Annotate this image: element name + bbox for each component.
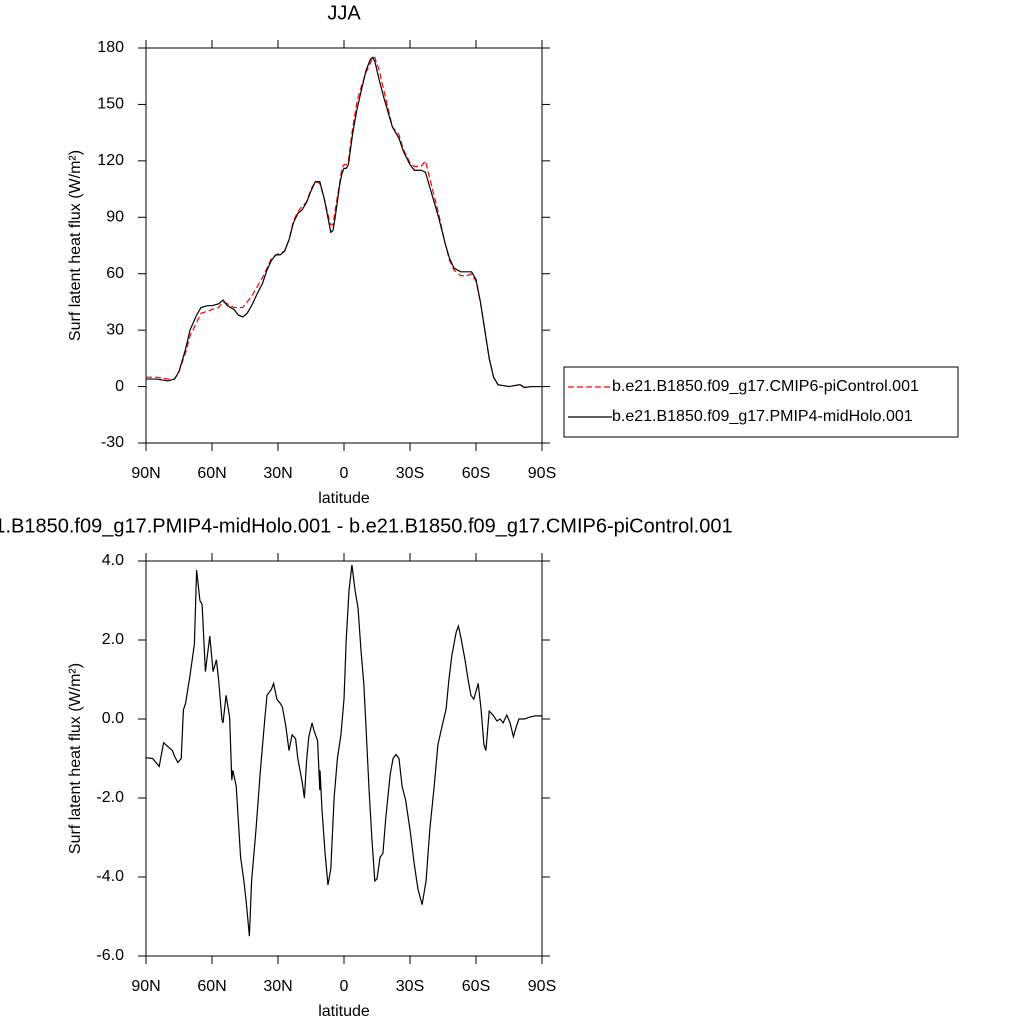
x-tick-label: 60S	[462, 978, 490, 995]
y-axis-label: Surf latent heat flux (W/m²)	[67, 663, 84, 854]
y-tick-label: -30	[101, 434, 124, 451]
y-tick-label: 60	[106, 265, 124, 282]
x-tick-label: 30S	[396, 465, 424, 482]
x-tick-label: 0	[340, 465, 349, 482]
y-tick-label: 30	[106, 321, 124, 338]
x-tick-label: 60N	[197, 465, 226, 482]
x-tick-label: 30N	[263, 978, 292, 995]
y-tick-label: -6.0	[96, 947, 124, 964]
y-axis-label: Surf latent heat flux (W/m²)	[67, 150, 84, 341]
y-tick-label: -2.0	[96, 789, 124, 806]
y-tick-label: 4.0	[102, 552, 124, 569]
y-tick-label: 150	[97, 96, 124, 113]
legend-label: b.e21.B1850.f09_g17.PMIP4-midHolo.001	[612, 408, 913, 425]
y-tick-label: 2.0	[102, 631, 124, 648]
chart-title: JJA	[327, 2, 361, 24]
x-axis-label: latitude	[318, 490, 370, 507]
x-tick-label: 0	[340, 978, 349, 995]
x-tick-label: 60N	[197, 978, 226, 995]
x-tick-label: 30N	[263, 465, 292, 482]
y-tick-label: -4.0	[96, 868, 124, 885]
chart-title: b.e21.B1850.f09_g17.PMIP4-midHolo.001 - …	[0, 515, 733, 537]
plot-frame	[145, 47, 543, 444]
legend-box	[563, 366, 959, 438]
y-tick-label: 0	[115, 378, 124, 395]
data-line	[145, 564, 542, 937]
x-tick-label: 90N	[131, 978, 160, 995]
x-tick-label: 60S	[462, 465, 490, 482]
x-tick-label: 30S	[396, 978, 424, 995]
x-tick-label: 90N	[131, 465, 160, 482]
x-axis-label: latitude	[318, 1003, 370, 1020]
y-tick-label: 180	[97, 39, 124, 56]
y-tick-label: 120	[97, 152, 124, 169]
legend-label: b.e21.B1850.f09_g17.CMIP6-piControl.001	[612, 378, 919, 395]
data-line	[146, 56, 542, 389]
x-tick-label: 90S	[528, 978, 556, 995]
plot-frame	[145, 560, 543, 957]
y-tick-label: 0.0	[102, 710, 124, 727]
data-line	[146, 56, 542, 389]
y-tick-label: 90	[106, 209, 124, 226]
x-tick-label: 90S	[528, 465, 556, 482]
